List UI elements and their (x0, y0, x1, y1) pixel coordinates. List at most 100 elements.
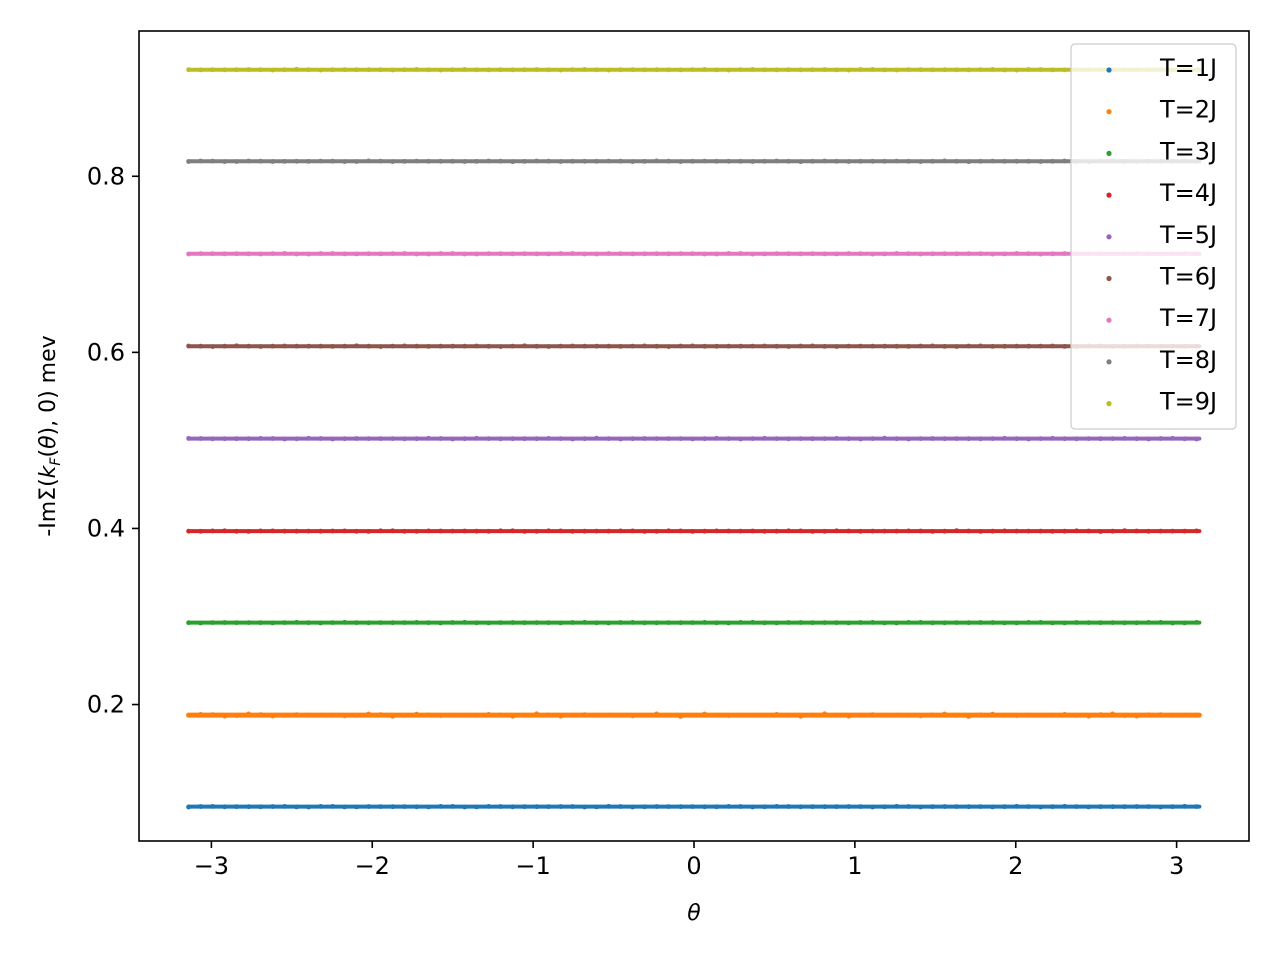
data-point (198, 528, 204, 534)
data-point (474, 435, 479, 441)
data-point (510, 67, 515, 73)
data-point (1014, 803, 1019, 809)
data-point (1182, 528, 1187, 534)
data-point (282, 159, 287, 164)
data-point (762, 620, 767, 626)
data-point (810, 67, 815, 73)
series-layer (186, 66, 1202, 810)
data-point (1110, 436, 1115, 441)
data-point (942, 251, 947, 257)
data-point (714, 804, 719, 810)
data-point (186, 159, 192, 164)
data-point (414, 620, 419, 625)
data-point (330, 158, 335, 164)
data-point (954, 528, 959, 534)
data-point (594, 435, 599, 441)
data-point (306, 343, 311, 349)
data-point (810, 804, 815, 810)
data-point (786, 436, 791, 442)
data-point (666, 712, 671, 718)
data-point (198, 343, 204, 349)
legend-marker (1106, 150, 1112, 156)
data-point (222, 159, 228, 165)
data-point (738, 712, 743, 718)
data-point (882, 528, 887, 534)
data-point (306, 712, 311, 718)
data-point (966, 804, 971, 810)
data-point (318, 158, 323, 164)
data-point (570, 712, 575, 718)
data-point (270, 159, 275, 164)
data-point (714, 712, 719, 718)
legend-marker (1106, 359, 1112, 365)
data-point (258, 67, 263, 73)
data-point (210, 528, 216, 534)
data-point (1134, 528, 1139, 534)
data-point (510, 159, 515, 165)
data-point (822, 804, 827, 810)
data-point (306, 435, 311, 441)
data-point (606, 712, 611, 718)
data-point (210, 67, 216, 73)
data-point (198, 620, 204, 626)
data-point (402, 343, 407, 349)
data-point (450, 804, 455, 809)
data-point (678, 528, 683, 534)
data-point (738, 67, 743, 72)
data-point (330, 344, 335, 349)
data-point (930, 712, 935, 718)
data-point (822, 251, 827, 257)
data-point (690, 804, 695, 809)
data-point (954, 436, 959, 441)
data-point (942, 528, 947, 534)
data-point (606, 343, 611, 349)
data-point (222, 713, 228, 719)
data-point (318, 251, 323, 256)
data-point (1194, 436, 1199, 442)
data-point (402, 804, 407, 809)
legend-entry: T=2J (1106, 96, 1217, 124)
data-point (930, 436, 935, 441)
data-point (810, 436, 815, 442)
data-point (654, 436, 659, 441)
data-point (258, 804, 263, 810)
data-point (750, 251, 755, 257)
data-point (462, 159, 467, 164)
data-point (882, 620, 887, 626)
data-point (366, 620, 371, 626)
data-point (342, 251, 347, 257)
data-point (510, 528, 515, 534)
data-point (966, 620, 971, 626)
data-point (858, 620, 863, 625)
data-point (690, 67, 695, 72)
data-point (186, 343, 192, 349)
data-point (738, 251, 743, 256)
data-point (1182, 436, 1187, 442)
data-point (282, 436, 287, 442)
data-point (1062, 620, 1067, 626)
data-point (1002, 528, 1007, 534)
data-point (438, 713, 443, 718)
data-point (666, 251, 671, 257)
y-tick-label: 0.4 (87, 514, 125, 542)
data-point (606, 528, 611, 534)
data-point (798, 67, 803, 73)
data-point (834, 67, 839, 73)
data-point (1038, 712, 1043, 718)
data-point (546, 712, 551, 718)
data-point (342, 436, 347, 442)
data-point (546, 804, 551, 810)
data-point (558, 67, 563, 73)
data-point (834, 712, 839, 718)
data-point (894, 251, 899, 256)
data-point (1050, 804, 1055, 810)
legend-marker (1106, 401, 1112, 407)
data-point (246, 529, 252, 534)
data-point (330, 620, 335, 625)
data-point (966, 159, 971, 165)
data-point (858, 712, 863, 718)
data-point (402, 713, 407, 718)
data-point (822, 344, 827, 349)
data-point (726, 620, 731, 626)
legend-entry: T=9J (1106, 388, 1217, 416)
